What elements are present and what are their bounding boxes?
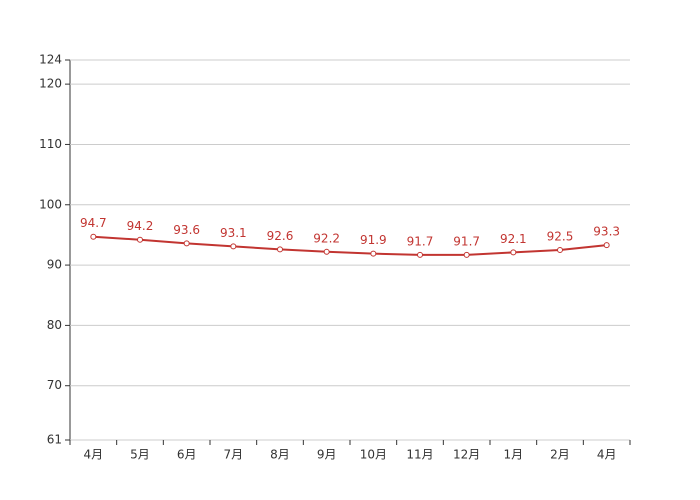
data-label: 93.6 [173,223,200,237]
data-label: 92.1 [500,232,527,246]
x-tick-label: 5月 [130,448,150,462]
x-tick-label: 2月 [550,448,570,462]
point [137,236,143,243]
data-label: 93.1 [220,226,247,240]
x-tick-label: 4月 [597,448,617,462]
y-tick-label: 61 [47,433,62,447]
point [323,248,330,255]
y-tick-label: 100 [39,197,62,211]
x-tick-label: 12月 [453,448,480,462]
x-tick-label: 4月 [84,448,104,462]
data-label: 92.6 [267,229,294,243]
point [557,247,563,253]
y-tick-label: 120 [39,77,62,91]
point [230,243,237,250]
data-label: 94.2 [127,219,154,233]
x-tick-label: 9月 [317,448,337,462]
x-tick-label: 10月 [360,448,387,462]
data-label: 92.5 [547,230,574,244]
x-tick-label: 11月 [406,448,433,462]
data-label: 91.9 [360,233,387,247]
line [93,235,607,256]
point [603,242,610,249]
x-tick-label: 6月 [177,448,197,462]
y-tick-label: 70 [47,378,62,392]
point [90,233,97,240]
y-tick-label: 124 [39,53,62,67]
point [417,251,423,258]
point [370,250,377,257]
point [183,240,190,247]
x-tick-label: 7月 [224,448,244,462]
point [463,251,470,258]
data-label: 91.7 [453,234,480,248]
y-tick-label: 80 [47,318,62,332]
data-label: 92.2 [313,231,340,245]
data-label: 93.3 [593,225,620,239]
x-tick-label: 1月 [504,448,524,462]
y-tick-label: 90 [47,258,62,272]
point [510,249,517,256]
x-tick-label: 8月 [270,448,290,462]
point [277,246,283,253]
data-label: 91.7 [407,234,434,248]
data-label: 94.7 [80,216,107,230]
y-tick-label: 110 [39,137,62,151]
